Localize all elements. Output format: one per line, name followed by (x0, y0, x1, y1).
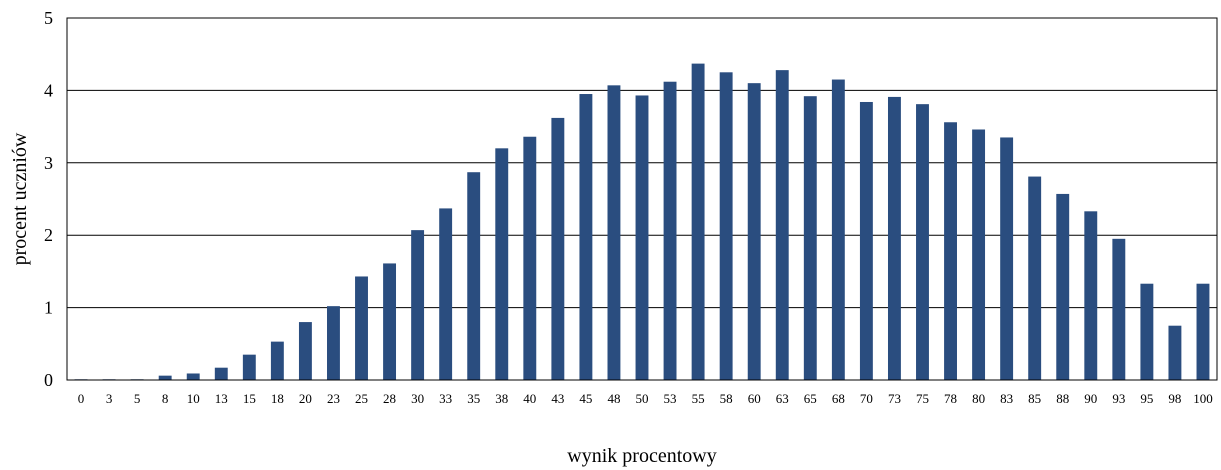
x-tick-label: 25 (355, 391, 368, 406)
bar (270, 341, 284, 380)
bar (327, 306, 340, 380)
x-tick-label: 8 (162, 391, 169, 406)
bar (803, 96, 817, 380)
x-tick-label: 68 (832, 391, 845, 406)
x-tick-label: 43 (551, 391, 564, 406)
bar (887, 96, 901, 380)
x-tick-label: 90 (1084, 391, 1097, 406)
bar (355, 276, 368, 380)
bar (579, 94, 593, 381)
x-tick-label: 60 (748, 391, 761, 406)
bar (1112, 238, 1126, 380)
bar (916, 104, 929, 380)
x-tick-label: 33 (439, 391, 452, 406)
bar (523, 136, 537, 380)
bar (242, 354, 256, 380)
y-tick-label: 4 (44, 80, 53, 100)
x-tick-labels: 0 3 5 8 10 13 15 18 20 23 25 28 30 33 35 38 40 43 45 48 50 53… (78, 391, 1213, 406)
bar (1084, 211, 1098, 380)
x-tick-label: 5 (134, 391, 141, 406)
x-tick-label: 98 (1168, 391, 1181, 406)
bar (1196, 283, 1210, 380)
x-tick-label: 65 (804, 391, 817, 406)
bar (831, 79, 845, 380)
bar (383, 263, 397, 380)
x-tick-label: 20 (299, 391, 312, 406)
y-tick-label: 5 (44, 8, 53, 28)
bar (439, 208, 453, 380)
x-tick-label: 18 (271, 391, 284, 406)
x-tick-label: 55 (692, 391, 705, 406)
bar (551, 117, 565, 381)
bar (1000, 137, 1014, 380)
x-tick-label: 93 (1112, 391, 1125, 406)
x-tick-label: 80 (972, 391, 985, 406)
y-tick-labels: 0 1 2 3 4 5 (44, 8, 53, 390)
x-tick-label: 28 (383, 391, 396, 406)
x-tick-label: 95 (1140, 391, 1153, 406)
x-tick-label: 0 (78, 391, 85, 406)
x-tick-label: 40 (523, 391, 536, 406)
x-tick-label: 35 (467, 391, 480, 406)
bar (411, 230, 425, 380)
bar (1168, 325, 1182, 380)
bar (158, 375, 172, 380)
bar (1140, 283, 1154, 380)
bar (635, 95, 649, 380)
x-tick-label: 75 (916, 391, 929, 406)
x-tick-label: 45 (579, 391, 592, 406)
bar (859, 101, 873, 380)
y-tick-label: 0 (44, 370, 53, 390)
bar (607, 85, 621, 380)
bar (298, 322, 312, 380)
x-tick-label: 38 (495, 391, 508, 406)
x-tick-label: 10 (187, 391, 200, 406)
x-tick-label: 53 (664, 391, 677, 406)
x-tick-label: 3 (106, 391, 113, 406)
bars (74, 63, 1210, 381)
x-tick-label: 13 (215, 391, 228, 406)
bar (214, 367, 228, 380)
x-tick-label: 23 (327, 391, 340, 406)
y-axis-label: procent uczniów (9, 132, 31, 265)
x-tick-label: 58 (720, 391, 733, 406)
bar (719, 72, 733, 381)
y-tick-label: 2 (44, 225, 53, 245)
x-tick-label: 88 (1056, 391, 1069, 406)
bar (495, 148, 509, 380)
x-tick-label: 30 (411, 391, 424, 406)
x-tick-label: 83 (1000, 391, 1013, 406)
x-tick-label: 85 (1028, 391, 1041, 406)
y-tick-label: 1 (44, 298, 53, 318)
bar (691, 63, 705, 380)
x-tick-label: 70 (860, 391, 873, 406)
bar (775, 70, 789, 381)
bar (972, 129, 986, 380)
x-axis-label: wynik procentowy (567, 445, 716, 467)
x-tick-label: 63 (776, 391, 789, 406)
bar (944, 122, 957, 381)
x-tick-label: 78 (944, 391, 957, 406)
y-tick-label: 3 (44, 153, 53, 173)
x-tick-label: 48 (607, 391, 620, 406)
x-tick-label: 15 (243, 391, 256, 406)
bar (467, 172, 481, 380)
bar (747, 83, 761, 380)
x-tick-label: 73 (888, 391, 901, 406)
x-tick-label: 50 (636, 391, 649, 406)
bar (663, 81, 677, 380)
bar (1028, 176, 1042, 380)
plot-area (66, 17, 1218, 381)
bar (1056, 193, 1070, 380)
x-tick-label: 100 (1193, 391, 1213, 406)
bar (186, 373, 200, 380)
